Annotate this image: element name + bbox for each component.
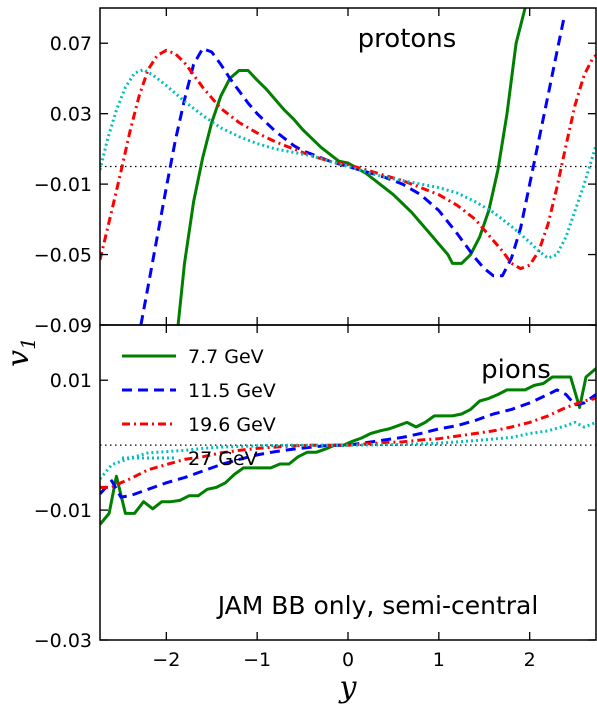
pions-y-tick-label: −0.01 (34, 500, 92, 522)
x-ticks: −2 −1 0 1 2 (152, 325, 536, 671)
x-tick-label: 0 (342, 649, 354, 671)
pions-series-group (100, 367, 596, 526)
protons-y-tick-label: −0.05 (34, 245, 92, 267)
pions-series-19-6-gev (100, 396, 596, 489)
protons-axes-frame (99, 7, 597, 326)
protons-y-tick-label: −0.01 (34, 174, 92, 196)
pions-panel: 0.01 −0.01 −0.03 −2 −1 0 1 2 pions JAM BB only… (34, 325, 596, 671)
protons-y-tick-label: 0.07 (50, 33, 92, 55)
x-axis-title: y (338, 670, 358, 705)
y-axis-title: v1 (1, 337, 40, 367)
pions-y-tick-label: 0.01 (50, 370, 92, 392)
pions-series-7-7-gev (100, 367, 596, 526)
footer-annotation: JAM BB only, semi-central (216, 591, 539, 620)
protons-series-19-6-gev (100, 48, 596, 271)
legend-label-27-gev: 27 GeV (188, 448, 258, 470)
pions-panel-label: pions (481, 355, 551, 385)
x-tick-label: −2 (152, 649, 180, 671)
protons-series-27-gev (100, 68, 596, 260)
protons-y-tick-label: 0.03 (50, 104, 92, 126)
protons-panel: 0.07 0.03 −0.01 −0.05 −0.09 protons (34, 8, 596, 337)
protons-series-7-7-gev (176, 8, 527, 325)
pions-y-ticks: 0.01 −0.01 −0.03 (34, 370, 596, 652)
x-tick-label: 2 (524, 649, 536, 671)
pions-axes-frame (99, 324, 597, 641)
protons-y-ticks: 0.07 0.03 −0.01 −0.05 −0.09 (34, 8, 596, 337)
y-axis-title-subscript: 1 (16, 337, 40, 350)
protons-series-11-5-gev (139, 16, 566, 325)
legend-label-7-7-gev: 7.7 GeV (188, 346, 264, 368)
x-tick-label: −1 (243, 649, 271, 671)
protons-panel-label: protons (358, 24, 457, 54)
pions-series-27-gev (100, 420, 596, 480)
legend-label-19-6-gev: 19.6 GeV (188, 414, 276, 436)
y-axis-title-main: v (1, 350, 36, 367)
protons-series-group (100, 8, 596, 325)
legend-label-11-5-gev: 11.5 GeV (188, 380, 276, 402)
pions-y-tick-label: −0.03 (34, 630, 92, 652)
x-tick-label: 1 (433, 649, 445, 671)
protons-y-tick-label: −0.09 (34, 315, 92, 337)
legend: 7.7 GeV 11.5 GeV 19.6 GeV 27 GeV (122, 346, 276, 470)
